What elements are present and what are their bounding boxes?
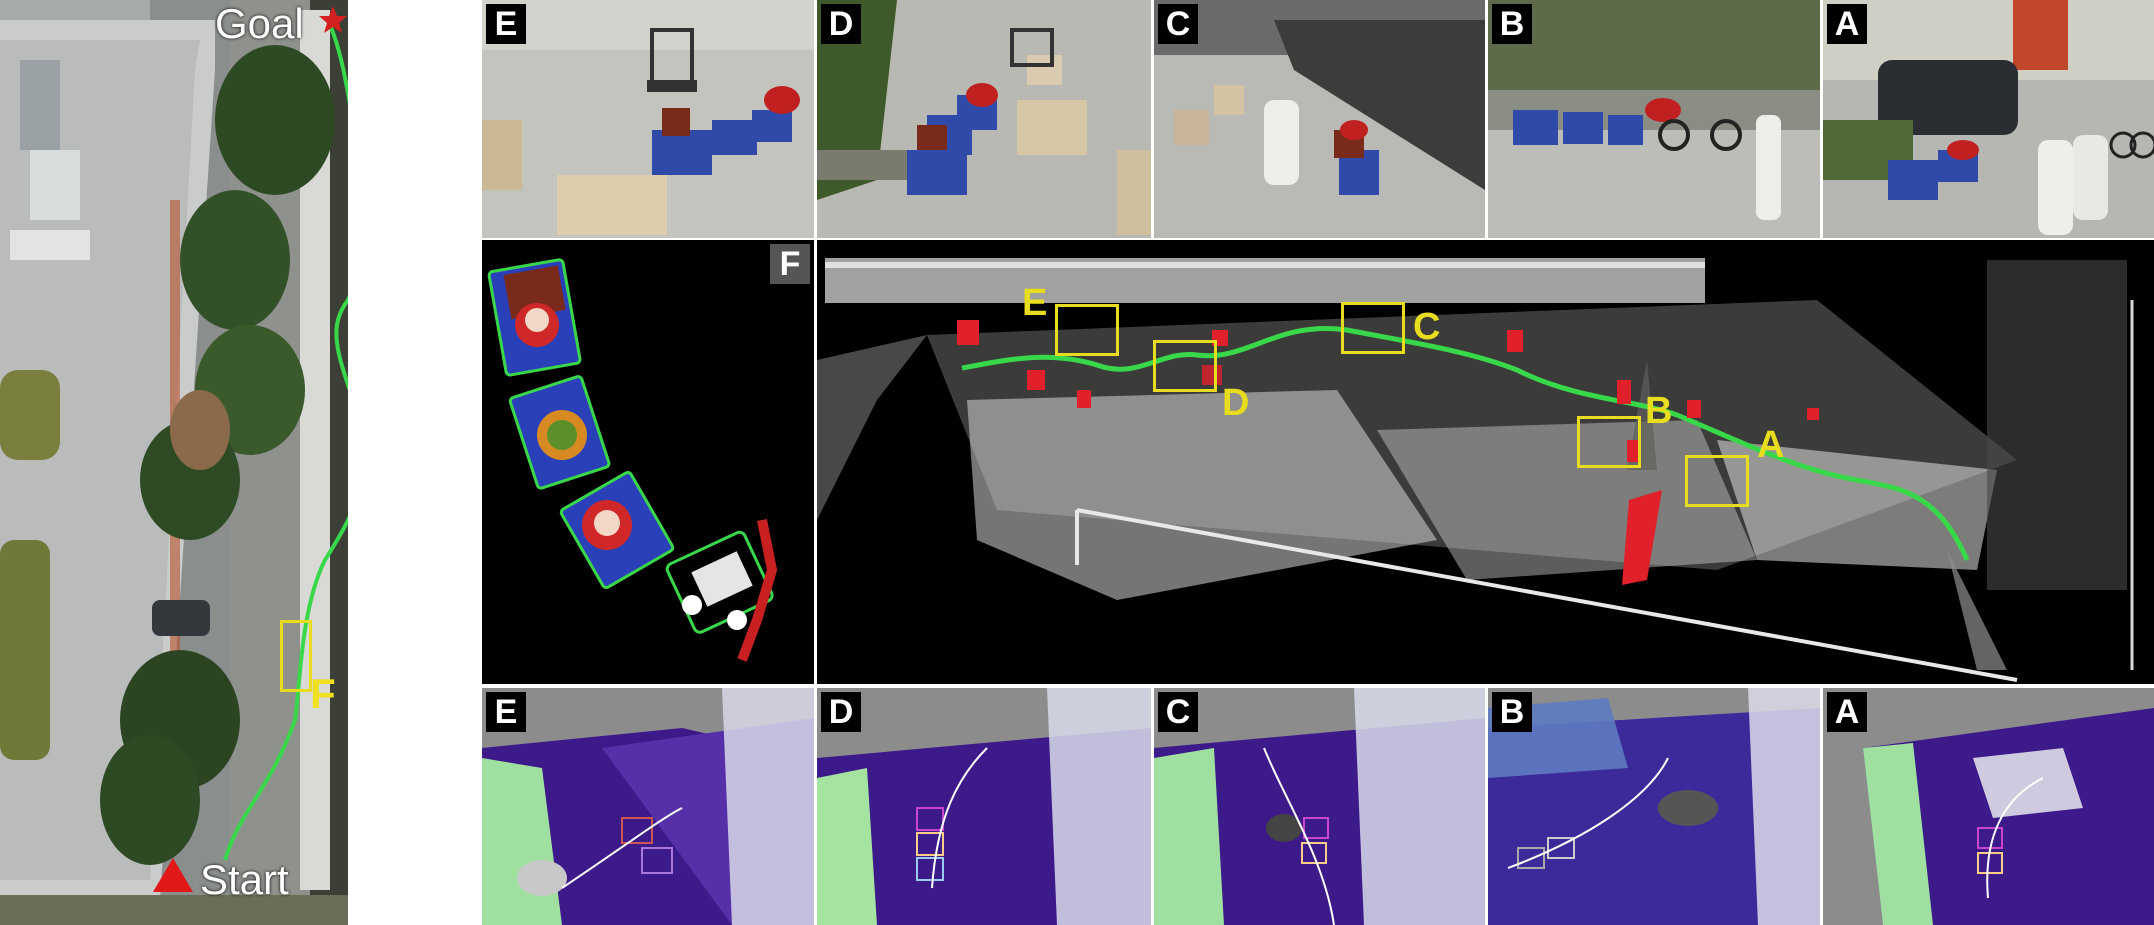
photo-b — [1488, 0, 1820, 238]
elevation-label: B — [1492, 692, 1532, 732]
map-trajectory — [961, 326, 1970, 561]
elevation-label: D — [821, 692, 861, 732]
elevation-map-a — [1823, 688, 2154, 925]
trailer-3 — [559, 470, 675, 590]
checkpoint-box-e — [1055, 304, 1119, 356]
goal-label: Goal — [215, 0, 304, 47]
photo-panel-e: E — [482, 0, 814, 238]
checkpoint-box-b — [1577, 416, 1641, 468]
elevation-label: E — [486, 692, 526, 732]
photo-label: B — [1492, 4, 1532, 44]
elevation-panel-e: E — [482, 688, 814, 925]
elevation-map-e — [482, 688, 814, 925]
checkpoint-label-a: A — [1757, 424, 1785, 466]
focus-label: F — [310, 670, 336, 717]
photo-panel-b: B — [1488, 0, 1820, 238]
checkpoint-label-c: C — [1413, 306, 1441, 348]
elevation-map-c — [1154, 688, 1485, 925]
trailer-1 — [487, 258, 582, 377]
elevation-map-d — [817, 688, 1151, 925]
trailer-2 — [508, 375, 611, 490]
checkpoint-label-b: B — [1645, 390, 1673, 432]
tracking-panel-f: F — [482, 240, 814, 684]
checkpoint-box-d — [1153, 340, 1217, 392]
checkpoint-label-d: D — [1222, 382, 1250, 424]
elevation-panel-b: B — [1488, 688, 1820, 925]
photo-label: D — [821, 4, 861, 44]
checkpoint-box-c — [1341, 302, 1405, 354]
photo-panel-a: A — [1823, 0, 2154, 238]
photo-panel-c: C — [1154, 0, 1485, 238]
checkpoint-box-a — [1685, 455, 1749, 507]
checkpoint-label-e: E — [1022, 282, 1048, 324]
triangle-icon — [153, 858, 193, 892]
panel-label: F — [770, 244, 810, 284]
elevation-panel-c: C — [1154, 688, 1485, 925]
aerial-view-panel: Goal Start F — [0, 0, 348, 925]
focus-box — [280, 620, 312, 692]
tracking-visualization — [487, 258, 778, 662]
elevation-panel-a: A — [1823, 688, 2154, 925]
photo-c — [1154, 0, 1485, 238]
photo-label: A — [1827, 4, 1867, 44]
photo-label: C — [1158, 4, 1198, 44]
aerial-trajectory — [223, 24, 348, 861]
star-icon — [319, 6, 347, 33]
photo-d — [817, 0, 1151, 238]
photo-a — [1823, 0, 2154, 238]
start-label: Start — [200, 856, 289, 903]
elevation-label: A — [1827, 692, 1867, 732]
photo-panel-d: D — [817, 0, 1151, 238]
photo-label: E — [486, 4, 526, 44]
photo-e — [482, 0, 814, 238]
robot-vehicle — [665, 519, 778, 662]
pointcloud-map-panel: E D C B A — [817, 240, 2154, 684]
aerial-photo — [0, 0, 348, 925]
elevation-map-b — [1488, 688, 1820, 925]
elevation-panel-d: D — [817, 688, 1151, 925]
pointcloud-map — [817, 258, 2134, 682]
elevation-label: C — [1158, 692, 1198, 732]
